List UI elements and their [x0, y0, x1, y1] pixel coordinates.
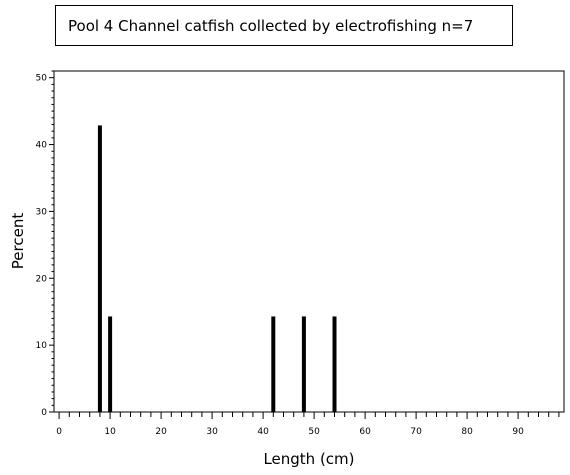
y-axis-label: Percent	[9, 213, 27, 270]
bar	[301, 316, 306, 412]
y-tick-label: 40	[36, 141, 48, 151]
x-tick-label: 10	[104, 427, 116, 437]
x-tick-label: 90	[512, 427, 524, 437]
bar	[332, 316, 337, 412]
x-tick-label: 50	[308, 427, 320, 437]
x-tick-label: 0	[56, 427, 62, 437]
x-axis-label: Length (cm)	[263, 450, 354, 468]
bars	[97, 125, 337, 413]
y-tick-label: 20	[36, 274, 48, 284]
x-tick-label: 60	[359, 427, 371, 437]
y-axis-ticks: 0 10 20 30 40 50	[36, 70, 54, 418]
x-axis-ticks: 0 10 20 30 40 50 60 70 80 90	[56, 412, 560, 437]
x-tick-label: 30	[206, 427, 218, 437]
bar	[271, 316, 276, 412]
bar	[108, 316, 113, 412]
y-tick-label: 50	[36, 74, 48, 84]
bar	[97, 125, 102, 413]
x-tick-label: 70	[410, 427, 422, 437]
x-tick-label: 80	[461, 427, 473, 437]
x-tick-label: 40	[257, 427, 269, 437]
plot-frame	[53, 70, 565, 413]
y-tick-label: 30	[36, 207, 48, 217]
chart-title: Pool 4 Channel catfish collected by elec…	[55, 5, 513, 46]
y-tick-label: 0	[41, 408, 47, 418]
x-tick-label: 20	[155, 427, 167, 437]
y-tick-label: 10	[36, 341, 48, 351]
